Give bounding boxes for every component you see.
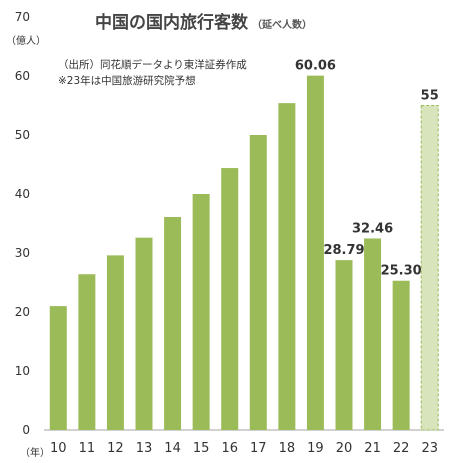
y-tick-label: 50 xyxy=(15,128,30,142)
x-tick-label: 16 xyxy=(221,441,238,456)
x-tick-label: 17 xyxy=(250,441,267,456)
chart-title-text: 中国の国内旅行客数 xyxy=(95,13,248,33)
x-tick-label: 12 xyxy=(107,441,124,456)
x-tick-label: 22 xyxy=(393,441,410,456)
data-label: 25.30 xyxy=(381,264,422,279)
bar xyxy=(49,306,67,430)
x-tick-label: 14 xyxy=(164,441,181,456)
bar xyxy=(78,274,96,430)
bar xyxy=(364,238,382,430)
bar xyxy=(306,75,324,431)
x-tick-label: 19 xyxy=(307,441,324,456)
bar xyxy=(106,255,124,430)
chart-subtitle: （延べ人数） xyxy=(252,20,312,31)
y-axis-unit: （億人） xyxy=(6,36,46,47)
data-label: 60.06 xyxy=(295,59,336,74)
bar xyxy=(249,135,267,430)
bar xyxy=(135,237,153,430)
y-tick-label: 60 xyxy=(15,69,30,83)
x-tick-label: 20 xyxy=(336,441,353,456)
forecast-note: ※23年は中国旅游研究院予想 xyxy=(58,75,196,87)
data-label: 28.79 xyxy=(323,243,364,258)
bar xyxy=(192,194,210,430)
y-tick-label: 0 xyxy=(22,423,30,437)
bar xyxy=(164,217,182,430)
chart-title: 中国の国内旅行客数 （延べ人数） xyxy=(95,8,312,33)
y-tick-label: 30 xyxy=(15,246,30,260)
source-note: （出所）同花順データより東洋証券作成 xyxy=(58,59,247,71)
data-label: 55 xyxy=(421,89,439,104)
x-axis-unit: （年） xyxy=(20,448,50,459)
y-tick-label: 10 xyxy=(15,364,30,378)
x-tick-label: 21 xyxy=(364,441,381,456)
x-tick-label: 23 xyxy=(421,441,438,456)
x-tick-label: 18 xyxy=(279,441,296,456)
bar-forecast xyxy=(420,105,439,431)
bar xyxy=(278,103,296,430)
bar xyxy=(335,260,353,430)
y-tick-label: 20 xyxy=(15,305,30,319)
bar xyxy=(392,280,410,430)
data-label: 32.46 xyxy=(352,221,393,236)
x-tick-label: 13 xyxy=(136,441,153,456)
x-tick-label: 10 xyxy=(50,441,67,456)
y-tick-label: 40 xyxy=(15,187,30,201)
x-tick-label: 15 xyxy=(193,441,210,456)
y-tick-label: 70 xyxy=(15,10,30,24)
bar xyxy=(221,168,239,431)
x-tick-label: 11 xyxy=(79,441,96,456)
